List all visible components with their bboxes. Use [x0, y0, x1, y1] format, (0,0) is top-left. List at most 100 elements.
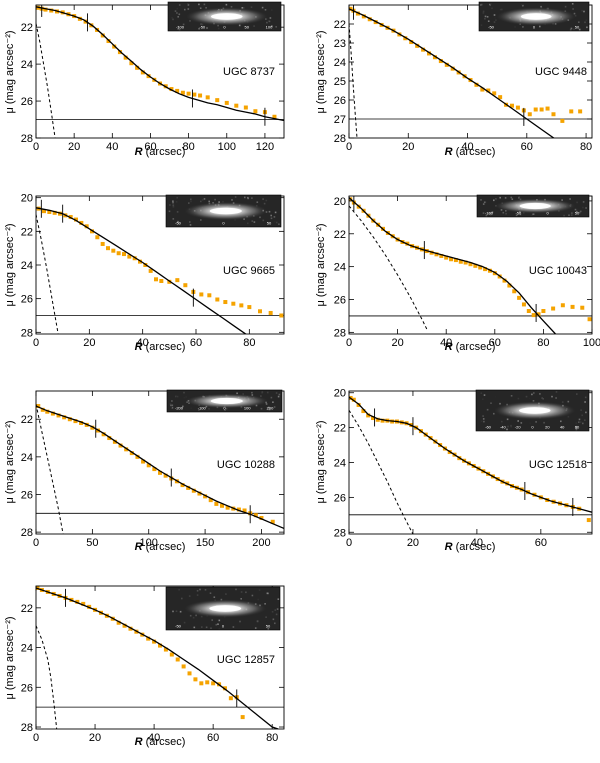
data-point [129, 61, 134, 66]
x-tick-label: 60 [521, 141, 533, 153]
data-point [198, 93, 203, 98]
image-tick-label: -100 [176, 25, 185, 30]
y-tick-label: 24 [21, 643, 33, 655]
data-point [370, 416, 375, 421]
data-point [141, 459, 146, 464]
data-point [79, 220, 84, 225]
panel-ugc-12857: 0 20 40 60 80 22 24 26 28 R (arcsec) μ (mag arcsec… [4, 585, 285, 748]
galaxy-name-label: UGC 9665 [223, 265, 275, 277]
data-point [587, 317, 592, 322]
image-tick-label: 0 [222, 624, 225, 629]
data-point [270, 519, 275, 524]
data-point [240, 715, 245, 720]
y-tick-label: 28 [334, 527, 346, 539]
data-point [106, 246, 110, 251]
model-fit-line [349, 197, 556, 334]
data-point [152, 467, 157, 472]
data-point [478, 265, 483, 270]
data-point [509, 103, 514, 108]
galaxy-name-label: UGC 8737 [223, 66, 275, 78]
data-point [203, 494, 208, 499]
data-point [545, 106, 550, 111]
galaxy-image-inset: -200 -100 0 100 200 [166, 389, 283, 413]
data-point [215, 297, 220, 302]
data-point [439, 253, 444, 258]
model-fit-line [349, 8, 555, 138]
panel-ugc-10288: 0 50 100 150 200 22 24 26 28 R (arcsec) μ (mag arc… [4, 389, 285, 553]
x-tick-label: 50 [86, 537, 98, 549]
x-tick-label: 0 [346, 141, 352, 153]
y-tick-label: 28 [21, 527, 33, 539]
data-point [124, 447, 129, 452]
data-point [498, 95, 503, 100]
data-point [45, 409, 50, 414]
data-point [570, 304, 575, 309]
y-tick-label: 22 [21, 22, 33, 34]
data-point [515, 105, 520, 110]
x-tick-label: 20 [83, 337, 95, 349]
image-tick-label: 50 [575, 211, 580, 216]
data-point [268, 310, 273, 315]
x-axis-label: R (arcsec) [135, 341, 186, 353]
data-point [148, 268, 153, 273]
data-point [152, 639, 157, 644]
galaxy-name-label: UGC 12518 [529, 459, 587, 471]
data-point [225, 505, 230, 510]
data-point [135, 454, 140, 459]
data-point [242, 508, 247, 513]
plot-area [36, 586, 284, 729]
data-point [492, 91, 497, 96]
y-tick-label: 22 [21, 414, 33, 426]
image-tick-label: 0 [223, 25, 226, 30]
y-tick-label: 23 [334, 38, 346, 50]
plot-area [36, 5, 284, 138]
data-point [415, 43, 420, 48]
data-point [224, 100, 229, 105]
x-tick-label: 60 [207, 732, 219, 744]
x-tick-label: 150 [196, 537, 214, 549]
data-point [81, 601, 86, 606]
y-tick-label: 26 [21, 294, 33, 306]
data-point [208, 498, 213, 503]
data-point [100, 33, 105, 38]
data-point [468, 262, 473, 267]
y-tick-label: 20 [21, 193, 33, 205]
data-point [111, 248, 116, 253]
galaxy-image-inset: -50 0 50 [165, 194, 282, 228]
x-tick-label: 40 [440, 337, 452, 349]
y-axis-label: μ (mag arcsec⁻²) [315, 420, 327, 503]
panel-ugc-9665: 0 20 40 60 80 20 22 24 26 28 R (arcsec) μ (mag arcs… [4, 193, 285, 353]
y-tick-label: 20 [334, 196, 346, 208]
data-point [539, 107, 544, 112]
data-point [205, 680, 210, 685]
image-tick-label: 20 [545, 425, 550, 430]
image-tick-label: -200 [175, 406, 184, 411]
x-tick-label: 20 [402, 141, 414, 153]
y-tick-label: 20 [334, 388, 346, 400]
data-point [79, 420, 84, 425]
data-point [158, 643, 162, 648]
plot-area [36, 199, 284, 334]
bulge-component-line [349, 409, 414, 534]
plot-frame [35, 390, 285, 535]
data-point [361, 14, 366, 19]
data-point [116, 620, 121, 625]
image-tick-label: 200 [267, 406, 274, 411]
y-tick-label: 26 [21, 682, 33, 694]
data-point [380, 418, 385, 423]
y-tick-label: 28 [21, 133, 33, 145]
x-tick-label: 40 [106, 141, 118, 153]
bulge-component-line [36, 23, 56, 138]
data-point [180, 483, 185, 488]
data-point [279, 313, 284, 318]
data-point [351, 397, 356, 402]
data-point [427, 51, 432, 56]
x-tick-label: 80 [266, 732, 278, 744]
y-axis-label: μ (mag arcsec⁻²) [315, 30, 327, 113]
plot-area [349, 196, 592, 334]
plot-frame [35, 585, 285, 730]
y-tick-label: 24 [334, 458, 346, 470]
galaxy-name-label: UGC 10043 [529, 265, 587, 277]
x-tick-label: 20 [68, 141, 80, 153]
